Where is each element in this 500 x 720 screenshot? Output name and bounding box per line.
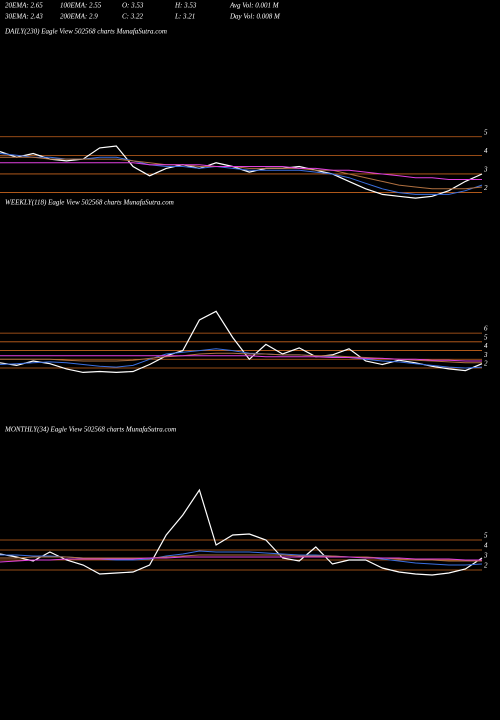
y-tick-label: 2 <box>484 184 488 192</box>
price-line <box>0 554 482 562</box>
price-line <box>0 348 483 369</box>
header-stat: H: 3.53 <box>174 2 197 10</box>
y-tick-label: 4 <box>484 147 488 155</box>
y-tick-label: 5 <box>484 128 488 136</box>
y-tick-label: 6 <box>484 325 488 333</box>
header-stat: Day Vol: 0.008 M <box>229 13 281 21</box>
price-line <box>0 355 482 362</box>
price-line <box>0 310 483 374</box>
y-tick-label: 2 <box>484 360 488 368</box>
price-line <box>0 162 482 180</box>
header-stat: 30EMA: 2.43 <box>4 13 43 21</box>
y-tick-label: 4 <box>484 342 488 350</box>
panel-title: MONTHLY(34) Eagle View 502568 charts Mun… <box>4 426 176 434</box>
y-tick-label: 2 <box>484 562 488 570</box>
price-line <box>0 156 483 190</box>
y-tick-label: 3 <box>483 166 488 174</box>
panel-title: WEEKLY(118) Eagle View 502568 charts Mun… <box>5 199 174 207</box>
header-stat: C: 3.22 <box>122 13 144 21</box>
panel-title: DAILY(230) Eagle View 502568 charts Muna… <box>4 28 167 36</box>
header-stat: 200EMA: 2.9 <box>60 13 98 21</box>
header-stat: O: 3.53 <box>122 2 144 10</box>
y-tick-label: 3 <box>483 351 488 359</box>
y-tick-label: 4 <box>484 542 488 550</box>
header-stat: 20EMA: 2.65 <box>5 2 43 10</box>
header-stat: Avg Vol: 0.001 M <box>229 2 280 10</box>
header-stat: 100EMA: 2.55 <box>60 2 102 10</box>
header-stat: L: 3.21 <box>174 13 195 21</box>
y-tick-label: 5 <box>484 333 488 341</box>
y-tick-label: 3 <box>483 552 488 560</box>
price-line <box>0 488 483 576</box>
price-line <box>0 556 482 563</box>
y-tick-label: 5 <box>484 532 488 540</box>
